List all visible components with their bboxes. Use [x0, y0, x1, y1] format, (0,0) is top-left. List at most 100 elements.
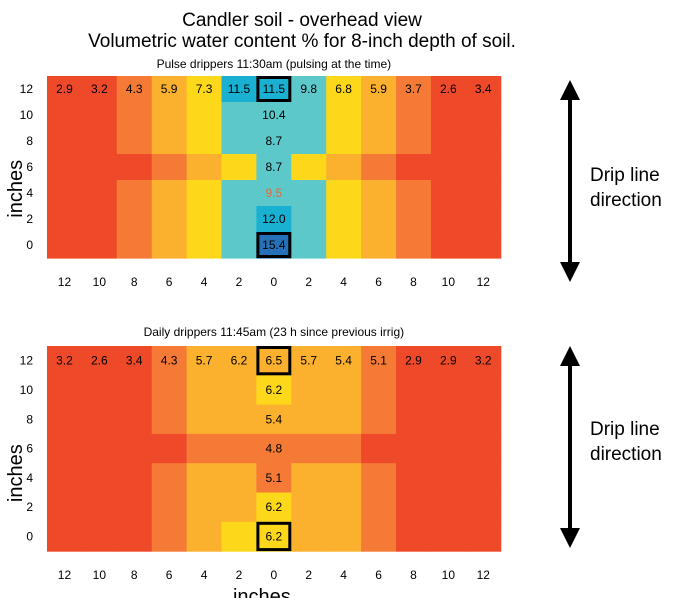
- x-tick-label: 6: [375, 568, 382, 582]
- heatmap-cell: [465, 128, 502, 155]
- cell-value-label: 7.3: [196, 82, 213, 96]
- heatmap-cell: [116, 521, 153, 552]
- heatmap-cell: [221, 463, 257, 494]
- x-tick-label: 4: [201, 568, 208, 582]
- y-tick-label: 4: [26, 186, 33, 200]
- x-tick-label: 10: [93, 568, 107, 582]
- x-tick-label: 8: [410, 568, 417, 582]
- heatmap-cell: [465, 232, 502, 259]
- heatmap-cell: [430, 154, 467, 181]
- heatmap-subtitle: Daily drippers 11:45am (23 h since previ…: [144, 325, 405, 339]
- heatmap-cell: [326, 154, 362, 181]
- heatmap-cell: [361, 206, 397, 233]
- cell-value-label: 2.9: [440, 354, 457, 368]
- heatmap-cell: [81, 232, 118, 259]
- heatmap-cell: [465, 463, 502, 494]
- heatmap-cell: [396, 346, 432, 376]
- heatmap-cell: [291, 521, 327, 552]
- heatmap-subtitle: Pulse drippers 11:30am (pulsing at the t…: [157, 57, 392, 71]
- y-tick-label: 6: [26, 160, 33, 174]
- heatmap-cell: [430, 521, 467, 552]
- heatmap-cell: [186, 375, 223, 406]
- cell-value-label: 3.2: [91, 82, 108, 96]
- x-tick-label: 10: [442, 568, 456, 582]
- heatmap-cell: [116, 346, 153, 376]
- heatmap-cell: [430, 404, 467, 435]
- x-tick-label: 6: [166, 275, 173, 289]
- heatmap-cell: [221, 346, 257, 376]
- heatmap-cell: [396, 492, 432, 523]
- heatmap-cell: [81, 102, 118, 129]
- heatmap-cell: [361, 375, 397, 406]
- y-tick-label: 10: [20, 383, 34, 397]
- cell-value-label: 6.8: [335, 82, 352, 96]
- heatmap-cell: [151, 433, 188, 464]
- heatmap-cell: [256, 375, 292, 406]
- heatmap-cell: [465, 404, 502, 435]
- heatmap-cell: [430, 463, 467, 494]
- x-tick-label: 12: [58, 275, 72, 289]
- heatmap-cell: [291, 102, 327, 129]
- y-tick-label: 0: [26, 529, 33, 543]
- cell-value-label: 9.5: [266, 186, 283, 200]
- y-axis-title: inches: [5, 444, 27, 502]
- x-tick-label: 10: [93, 275, 107, 289]
- heatmap-cell: [291, 404, 327, 435]
- double-arrow-icon: [560, 346, 580, 548]
- heatmap-cell: [465, 76, 502, 103]
- heatmap-cell: [81, 404, 118, 435]
- heatmap-cell: [47, 76, 83, 103]
- cell-value-label: 2.6: [440, 82, 457, 96]
- heatmap-cell: [465, 346, 502, 376]
- heatmap-cell: [81, 206, 118, 233]
- heatmap-cell: [396, 375, 432, 406]
- heatmap-cell: [81, 492, 118, 523]
- y-tick-label: 10: [20, 108, 34, 122]
- heatmap-cell: [81, 180, 118, 207]
- heatmap-cell: [430, 433, 467, 464]
- heatmap-cell: [81, 375, 118, 406]
- heatmap-cell: [326, 232, 362, 259]
- heatmap-cell: [151, 76, 188, 103]
- heatmap-cell: [116, 492, 153, 523]
- cell-value-label: 5.9: [161, 82, 178, 96]
- heatmap-cell: [151, 232, 188, 259]
- cell-value-label: 3.2: [475, 354, 492, 368]
- drip-line-label-line-2: direction: [590, 190, 662, 211]
- y-tick-label: 12: [20, 354, 34, 368]
- x-tick-label: 4: [340, 275, 347, 289]
- x-tick-label: 8: [131, 568, 138, 582]
- heatmap-cell: [291, 128, 327, 155]
- heatmap-cell: [186, 232, 223, 259]
- y-tick-label: 2: [26, 500, 33, 514]
- cell-value-label: 3.7: [405, 82, 422, 96]
- heatmap-cell: [361, 346, 397, 376]
- heatmap-cell: [151, 206, 188, 233]
- heatmap-cell: [116, 76, 153, 103]
- heatmap-cell: [47, 128, 83, 155]
- heatmap-cell: [221, 521, 257, 552]
- heatmap-cell: [47, 492, 83, 523]
- heatmap-cell: [116, 404, 153, 435]
- heatmap-cell: [221, 433, 257, 464]
- heatmap-cell: [151, 128, 188, 155]
- heatmap-cell: [47, 154, 83, 181]
- x-tick-label: 6: [166, 568, 173, 582]
- heatmap-cell: [256, 76, 292, 103]
- heatmap-cell: [256, 404, 292, 435]
- cell-value-label: 3.4: [475, 82, 492, 96]
- heatmap-cell: [291, 206, 327, 233]
- heatmap-cell: [151, 521, 188, 552]
- heatmap-cell: [221, 206, 257, 233]
- heatmap-cell: [256, 521, 292, 552]
- heatmap-cell: [116, 232, 153, 259]
- heatmap-cell: [221, 404, 257, 435]
- y-tick-label: 8: [26, 134, 33, 148]
- cell-value-label: 6.2: [266, 500, 283, 514]
- x-tick-label: 10: [442, 275, 456, 289]
- heatmap-cell: [81, 463, 118, 494]
- heatmap-cell: [465, 375, 502, 406]
- cell-value-label: 6.2: [266, 529, 283, 543]
- heatmap-cell: [116, 463, 153, 494]
- cell-value-label: 3.2: [56, 354, 73, 368]
